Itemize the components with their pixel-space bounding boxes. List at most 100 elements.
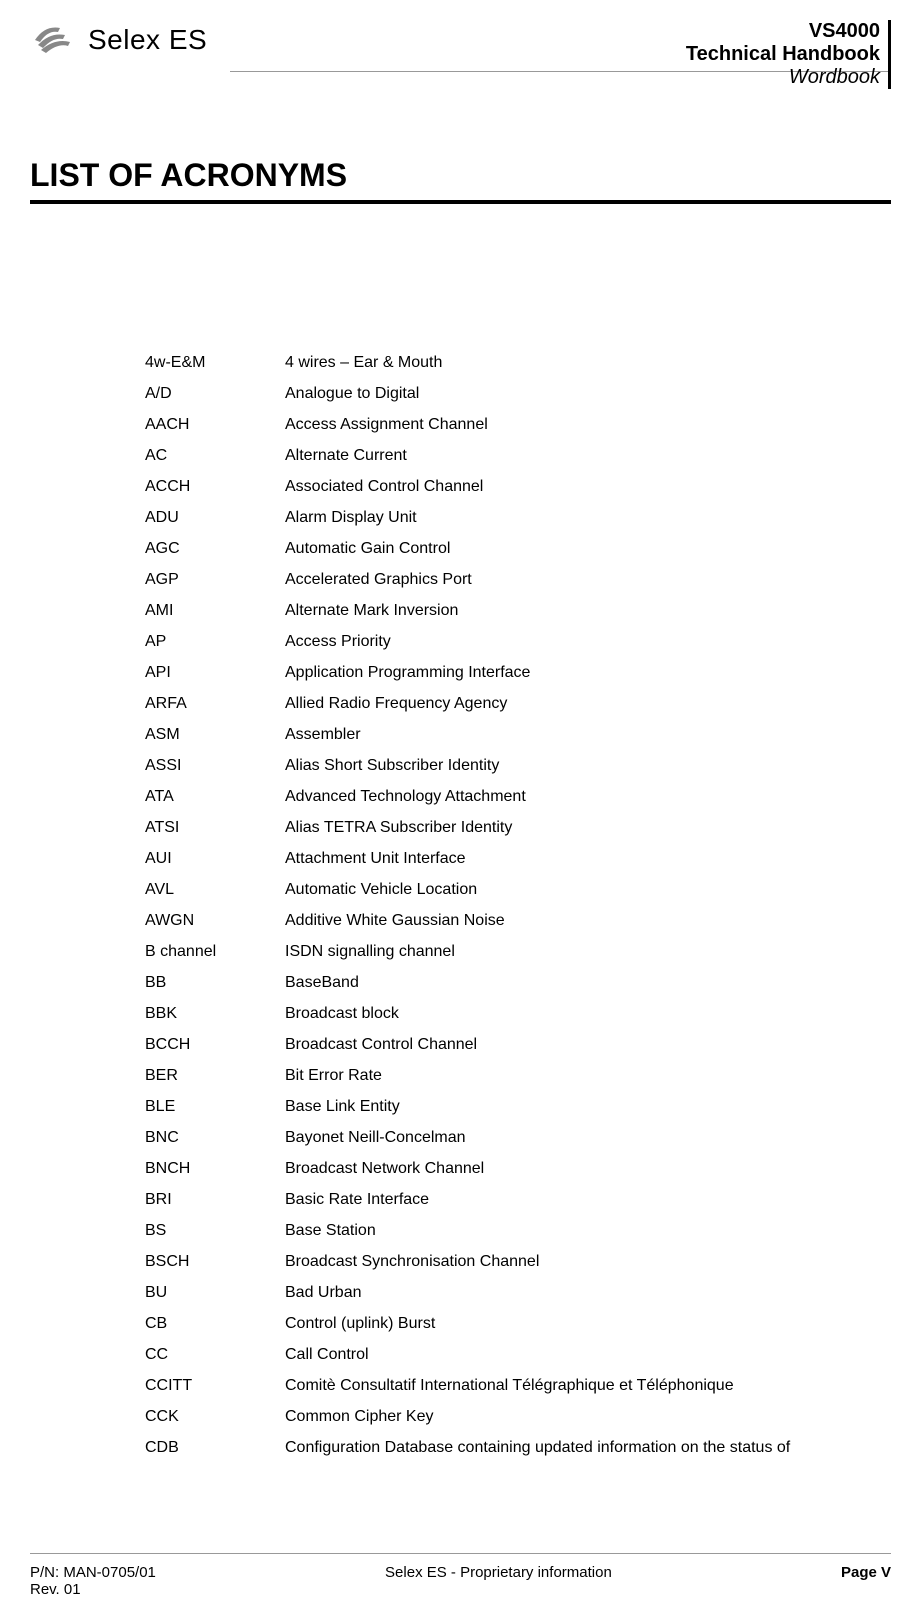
acronym-term: ACCH xyxy=(145,478,285,496)
acronym-definition: Configuration Database containing update… xyxy=(285,1439,861,1457)
acronym-row: CBControl (uplink) Burst xyxy=(145,1315,861,1333)
footer-left: P/N: MAN-0705/01 Rev. 01 xyxy=(30,1564,156,1598)
acronym-row: BBKBroadcast block xyxy=(145,1005,861,1023)
acronym-row: ATSIAlias TETRA Subscriber Identity xyxy=(145,819,861,837)
acronym-definition: Analogue to Digital xyxy=(285,385,861,403)
acronym-term: ARFA xyxy=(145,695,285,713)
acronym-term: BRI xyxy=(145,1191,285,1209)
acronym-definition: Base Station xyxy=(285,1222,861,1240)
acronym-definition: Basic Rate Interface xyxy=(285,1191,861,1209)
acronym-definition: Automatic Vehicle Location xyxy=(285,881,861,899)
acronym-term: CC xyxy=(145,1346,285,1364)
acronym-definition: 4 wires – Ear & Mouth xyxy=(285,354,861,372)
acronym-row: BBBaseBand xyxy=(145,974,861,992)
acronym-definition: Call Control xyxy=(285,1346,861,1364)
acronym-term: BBK xyxy=(145,1005,285,1023)
footer-rev: Rev. 01 xyxy=(30,1581,156,1598)
acronym-definition: Bayonet Neill-Concelman xyxy=(285,1129,861,1147)
acronym-term: ATSI xyxy=(145,819,285,837)
acronym-definition: Comitè Consultatif International Télégra… xyxy=(285,1377,861,1395)
acronym-term: AWGN xyxy=(145,912,285,930)
acronym-row: ASSIAlias Short Subscriber Identity xyxy=(145,757,861,775)
acronym-definition: Accelerated Graphics Port xyxy=(285,571,861,589)
acronym-row: BCCHBroadcast Control Channel xyxy=(145,1036,861,1054)
acronym-definition: Access Assignment Channel xyxy=(285,416,861,434)
doc-section: Wordbook xyxy=(686,66,880,89)
acronym-term: AGP xyxy=(145,571,285,589)
acronym-definition: Alternate Current xyxy=(285,447,861,465)
acronym-row: CCKCommon Cipher Key xyxy=(145,1408,861,1426)
acronym-term: A/D xyxy=(145,385,285,403)
acronym-row: B channelISDN signalling channel xyxy=(145,943,861,961)
acronym-definition: Common Cipher Key xyxy=(285,1408,861,1426)
acronym-row: BLEBase Link Entity xyxy=(145,1098,861,1116)
acronym-definition: Attachment Unit Interface xyxy=(285,850,861,868)
acronym-row: ASMAssembler xyxy=(145,726,861,744)
acronym-term: ASSI xyxy=(145,757,285,775)
page-title: LIST OF ACRONYMS xyxy=(30,157,891,194)
acronym-row: APIApplication Programming Interface xyxy=(145,664,861,682)
acronym-term: 4w-E&M xyxy=(145,354,285,372)
acronym-term: B channel xyxy=(145,943,285,961)
acronym-row: BSBase Station xyxy=(145,1222,861,1240)
acronym-term: ADU xyxy=(145,509,285,527)
acronym-definition: Broadcast Synchronisation Channel xyxy=(285,1253,861,1271)
acronym-row: BNCHBroadcast Network Channel xyxy=(145,1160,861,1178)
company-logo-text: Selex ES xyxy=(88,24,207,56)
acronym-row: CDBConfiguration Database containing upd… xyxy=(145,1439,861,1457)
logo-container: Selex ES xyxy=(30,20,207,60)
acronym-definition: Bad Urban xyxy=(285,1284,861,1302)
acronym-term: CB xyxy=(145,1315,285,1333)
acronym-term: BS xyxy=(145,1222,285,1240)
acronym-row: AUIAttachment Unit Interface xyxy=(145,850,861,868)
company-logo-icon xyxy=(30,20,80,60)
acronym-term: ASM xyxy=(145,726,285,744)
acronym-term: CCK xyxy=(145,1408,285,1426)
acronym-term: ATA xyxy=(145,788,285,806)
acronym-definition: Access Priority xyxy=(285,633,861,651)
acronym-row: AGCAutomatic Gain Control xyxy=(145,540,861,558)
acronym-row: CCCall Control xyxy=(145,1346,861,1364)
acronym-row: BUBad Urban xyxy=(145,1284,861,1302)
acronym-term: CCITT xyxy=(145,1377,285,1395)
acronym-term: BU xyxy=(145,1284,285,1302)
acronym-row: ARFAAllied Radio Frequency Agency xyxy=(145,695,861,713)
acronym-row: AVLAutomatic Vehicle Location xyxy=(145,881,861,899)
acronym-row: BERBit Error Rate xyxy=(145,1067,861,1085)
acronym-term: BB xyxy=(145,974,285,992)
acronym-term: AVL xyxy=(145,881,285,899)
product-name: VS4000 xyxy=(686,20,880,43)
acronym-definition: Bit Error Rate xyxy=(285,1067,861,1085)
acronym-row: A/DAnalogue to Digital xyxy=(145,385,861,403)
acronym-row: BSCHBroadcast Synchronisation Channel xyxy=(145,1253,861,1271)
footer-page: Page V xyxy=(841,1564,891,1598)
acronym-definition: Control (uplink) Burst xyxy=(285,1315,861,1333)
page-footer: P/N: MAN-0705/01 Rev. 01 Selex ES - Prop… xyxy=(30,1553,891,1598)
acronym-row: BNCBayonet Neill-Concelman xyxy=(145,1129,861,1147)
acronym-definition: Broadcast Network Channel xyxy=(285,1160,861,1178)
acronym-row: ACCHAssociated Control Channel xyxy=(145,478,861,496)
acronym-definition: Allied Radio Frequency Agency xyxy=(285,695,861,713)
acronym-term: AUI xyxy=(145,850,285,868)
acronym-row: ACAlternate Current xyxy=(145,447,861,465)
acronym-table: 4w-E&M4 wires – Ear & MouthA/DAnalogue t… xyxy=(145,354,861,1457)
acronym-definition: Advanced Technology Attachment xyxy=(285,788,861,806)
doc-type: Technical Handbook xyxy=(686,43,880,66)
page-header: Selex ES VS4000 Technical Handbook Wordb… xyxy=(30,20,891,89)
acronym-term: BCCH xyxy=(145,1036,285,1054)
footer-pn: P/N: MAN-0705/01 xyxy=(30,1564,156,1581)
header-right-block: VS4000 Technical Handbook Wordbook xyxy=(686,20,891,89)
acronym-row: ADUAlarm Display Unit xyxy=(145,509,861,527)
acronym-definition: ISDN signalling channel xyxy=(285,943,861,961)
acronym-definition: Alias Short Subscriber Identity xyxy=(285,757,861,775)
acronym-row: AGPAccelerated Graphics Port xyxy=(145,571,861,589)
acronym-definition: Alarm Display Unit xyxy=(285,509,861,527)
title-underline xyxy=(30,200,891,204)
acronym-definition: Additive White Gaussian Noise xyxy=(285,912,861,930)
acronym-term: AACH xyxy=(145,416,285,434)
acronym-row: ATAAdvanced Technology Attachment xyxy=(145,788,861,806)
acronym-row: BRIBasic Rate Interface xyxy=(145,1191,861,1209)
footer-center: Selex ES - Proprietary information xyxy=(156,1564,841,1598)
acronym-definition: Automatic Gain Control xyxy=(285,540,861,558)
acronym-term: BER xyxy=(145,1067,285,1085)
